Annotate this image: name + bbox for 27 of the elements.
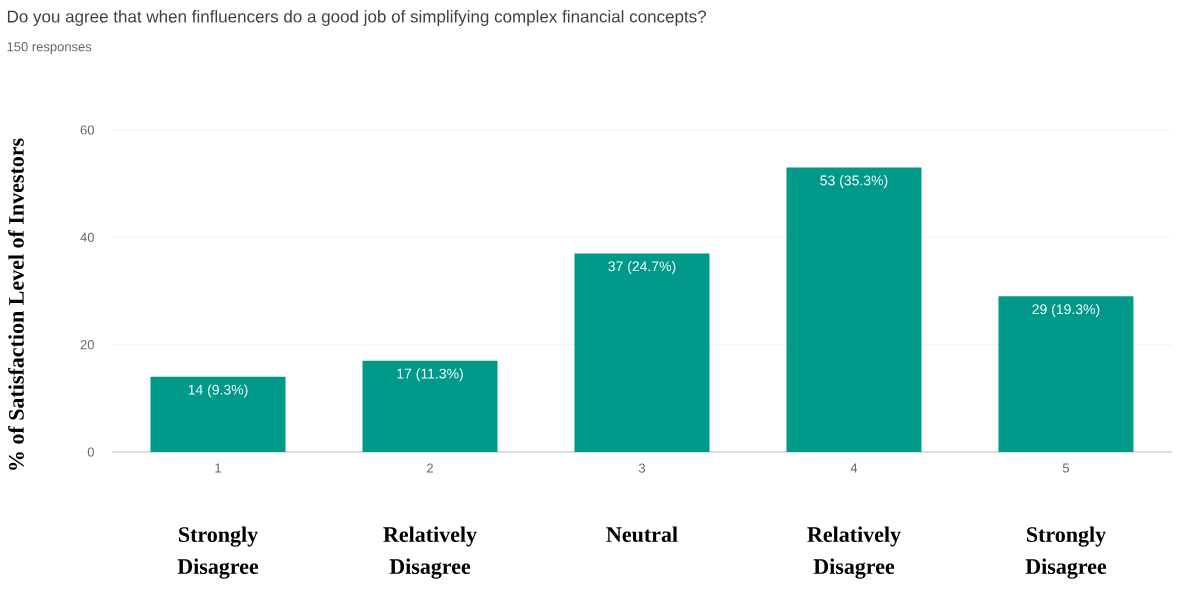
y-tick-label: 40: [80, 232, 94, 242]
data-label: 37 (24.7%): [608, 260, 676, 275]
data-label: 29 (19.3%): [1032, 303, 1100, 317]
data-label: 53 (35.3%): [820, 175, 888, 189]
x-tick-label: 2: [427, 463, 433, 473]
x-tick-label: 1: [215, 463, 221, 473]
text: Relatively Disagree: [807, 526, 901, 579]
y-tick-label: 60: [80, 125, 94, 135]
chart-title: Do you agree that when finfluencers do a good job of simplifying complex financial concepts?: [7, 10, 707, 26]
x-tick-label: 3: [638, 463, 646, 473]
bar: [362, 360, 498, 452]
bar: [998, 296, 1134, 452]
y-axis-title: % of Satisfaction Level of Investors: [8, 138, 24, 470]
text: Neutral: [606, 526, 678, 543]
chart-subtitle: 150 responses: [7, 42, 92, 54]
bar: [786, 167, 922, 452]
data-label: 14 (9.3%): [188, 384, 248, 398]
data-label: 17 (11.3%): [397, 368, 463, 382]
text: Strongly Disagree: [1025, 526, 1107, 579]
text: Strongly Disagree: [177, 526, 259, 579]
y-tick-label: 0: [87, 447, 94, 457]
bar: [150, 376, 286, 452]
bar: [574, 253, 710, 452]
x-tick-label: 4: [850, 463, 858, 473]
y-tick-label: 20: [80, 340, 94, 350]
x-tick-label: 5: [1062, 463, 1070, 473]
text: Relatively Disagree: [383, 526, 477, 579]
